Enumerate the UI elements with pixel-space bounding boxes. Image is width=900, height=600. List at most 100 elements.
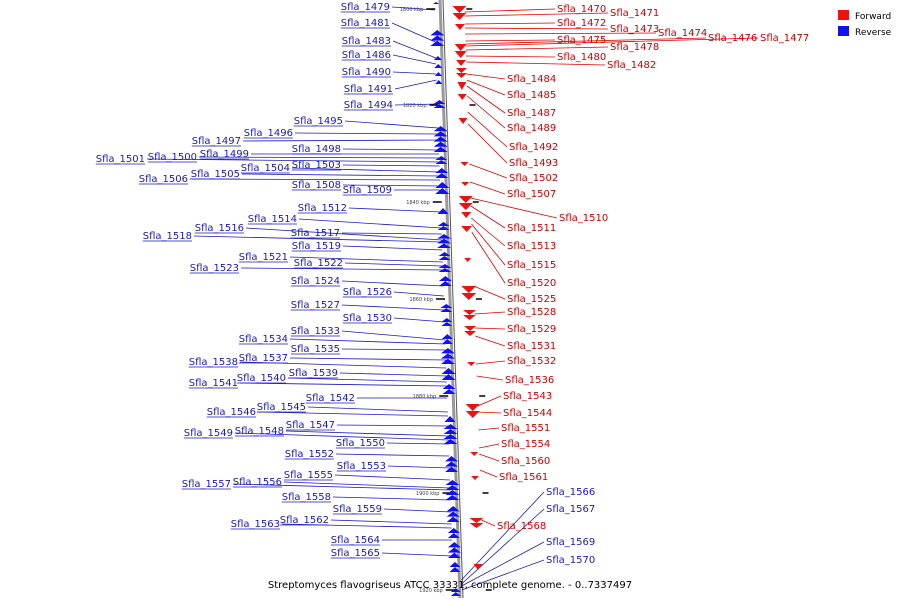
forward-gene-arrow [455,68,467,73]
forward-gene-arrow [470,452,479,456]
forward-gene-arrow [461,293,477,300]
forward-gene-label: Sfla_1485 [507,90,556,101]
forward-gene-arrow [458,203,473,210]
reverse-gene-label: Sfla_1540 [237,373,286,384]
forward-leader-line [467,123,508,164]
reverse-gene-label: Sfla_1537 [239,353,288,364]
reverse-gene-arrow [449,567,461,572]
reverse-gene-label: Sfla_1527 [291,300,340,311]
reverse-leader-line [391,22,436,43]
legend-forward-swatch [838,10,849,20]
reverse-gene-arrow [446,511,460,517]
reverse-leader-line [348,207,442,213]
reverse-gene-label: Sfla_1563 [231,519,280,530]
forward-gene-arrow [452,13,467,20]
reverse-gene-arrow [430,30,445,36]
scale-label: 1900 kbp [416,491,440,497]
reverse-gene-arrow [444,416,456,422]
reverse-gene-arrow [433,141,448,147]
reverse-leader-line [393,291,444,297]
reverse-gene-arrow [437,234,452,239]
forward-leader-line [474,327,506,330]
forward-gene-label: Sfla_1532 [507,356,556,367]
forward-gene-arrow [455,73,467,78]
forward-gene-arrow [458,196,473,203]
forward-leader-line [465,37,759,47]
scale-label: 1840 kbp [406,200,430,206]
forward-gene-label: Sfla_1492 [509,142,558,153]
forward-gene-arrow [454,51,467,58]
forward-gene-label: Sfla_1554 [501,439,550,450]
reverse-gene-arrow [442,389,456,394]
reverse-leader-line [342,148,440,151]
reverse-gene-label: Sfla_1565 [331,548,380,559]
forward-gene-label: Sfla_1536 [505,375,554,386]
forward-leader-line [471,231,506,284]
reverse-leader-line [193,235,443,243]
reverse-leader-line [257,411,448,417]
reverse-leader-line [339,372,447,377]
reverse-leader-line [341,348,446,351]
reverse-leader-line [341,304,445,311]
forward-gene-arrow [467,362,476,366]
reverse-leader-line [394,103,438,106]
reverse-gene-arrow [441,374,456,380]
reverse-leader-line [332,496,451,501]
reverse-gene-arrow [449,562,461,567]
reverse-gene-arrow [447,542,461,548]
reverse-gene-arrow [437,222,450,226]
reverse-gene-arrow [441,322,453,326]
reverse-gene-label: Sfla_1504 [241,163,290,174]
reverse-gene-arrow [443,429,458,434]
reverse-gene-label: Sfla_1498 [292,144,341,155]
forward-gene-label: Sfla_1511 [507,223,556,234]
reverse-gene-label: Sfla_1479 [341,2,390,13]
reverse-leader-line [387,465,450,469]
reverse-gene-label: Sfla_1506 [139,174,188,185]
reverse-leader-line [461,559,545,591]
reverse-gene-arrow [435,188,450,194]
reverse-gene-label: Sfla_1559 [333,504,382,515]
forward-leader-line [466,61,606,66]
forward-leader-line [469,163,508,179]
reverse-gene-arrow [442,384,456,389]
forward-leader-line [467,111,508,148]
reverse-gene-label: Sfla_1497 [192,136,241,147]
reverse-gene-label: Sfla_1519 [292,241,341,252]
forward-gene-arrow [461,226,473,232]
forward-gene-arrow [461,212,472,218]
reverse-gene-arrow [443,424,458,429]
forward-gene-label: Sfla_1544 [503,408,552,419]
reverse-gene-arrow [440,304,453,308]
forward-leader-line [475,335,506,347]
forward-gene-label: Sfla_1520 [507,278,556,289]
reverse-gene-arrow [446,516,460,522]
forward-leader-line [477,411,502,414]
reverse-gene-label: Sfla_1567 [546,504,595,515]
reverse-gene-label: Sfla_1495 [294,116,343,127]
reverse-gene-arrow [438,281,452,286]
reverse-leader-line [341,280,444,287]
reverse-gene-arrow [447,528,460,533]
scale-label: 1800 kbp [400,7,424,13]
reverse-leader-line [294,132,439,135]
forward-gene-label: Sfla_1471 [610,8,659,19]
forward-gene-label: Sfla_1513 [507,241,556,252]
forward-gene-arrow [470,476,479,480]
reverse-leader-line [393,317,445,323]
forward-gene-label: Sfla_1551 [501,423,550,434]
reverse-leader-line [241,173,440,177]
forward-gene-arrow [469,523,484,528]
reverse-gene-arrow [433,100,446,104]
reverse-gene-arrow [433,126,448,132]
reverse-gene-arrow [438,252,451,256]
forward-gene-label: Sfla_1476 [708,33,757,44]
reverse-gene-label: Sfla_1521 [239,252,288,263]
reverse-gene-label: Sfla_1541 [189,378,238,389]
scale-label: 1880 kbp [413,394,437,400]
gene-features [430,2,484,596]
reverse-gene-arrow [440,353,455,359]
reverse-leader-line [341,232,442,235]
reverse-gene-label: Sfla_1549 [184,428,233,439]
